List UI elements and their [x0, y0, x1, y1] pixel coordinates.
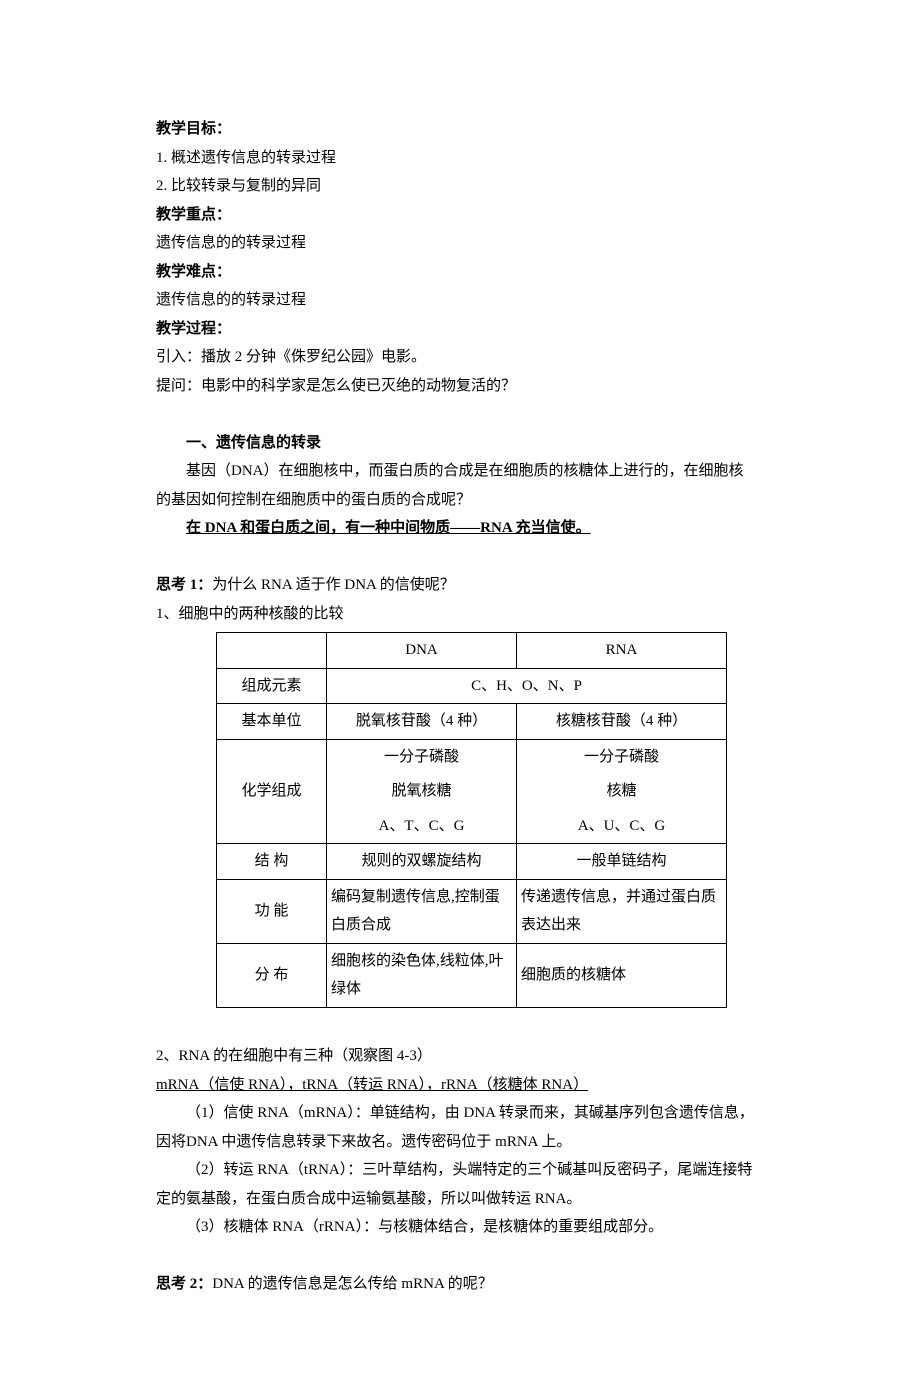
cell-chem-dna2: 脱氧核糖	[327, 774, 517, 809]
th-dna: DNA	[327, 633, 517, 669]
rna-desc-2: （2）转运 RNA（tRNA）：三叶草结构，头端特定的三个碱基叫反密码子，尾端连…	[156, 1156, 764, 1213]
row-function: 功 能 编码复制遗传信息,控制蛋白质合成 传递遗传信息，并通过蛋白质表达出来	[217, 879, 727, 943]
process-line-1: 引入：播放 2 分钟《侏罗纪公园》电影。	[156, 343, 764, 372]
process-line-2: 提问：电影中的科学家是怎么使已灭绝的动物复活的？	[156, 372, 764, 401]
cell-distribution-dna: 细胞核的染色体,线粒体,叶绿体	[327, 943, 517, 1007]
rna3-underline: mRNA（信使 RNA），tRNA（转运 RNA），rRNA（核糖体 RNA）	[156, 1071, 764, 1100]
rna3-underline-text: mRNA（信使 RNA），tRNA（转运 RNA），rRNA（核糖体 RNA）	[156, 1077, 588, 1093]
goal-2: 2. 比较转录与复制的异同	[156, 172, 764, 201]
cell-chem-dna3: A、T、C、G	[327, 809, 517, 844]
row-elements: 组成元素 C、H、O、N、P	[217, 668, 727, 704]
cell-chem-rna3: A、U、C、G	[517, 809, 727, 844]
think-2-label: 思考 2：	[156, 1276, 212, 1292]
cell-structure-rna: 一般单链结构	[517, 844, 727, 880]
cell-elements-value: C、H、O、N、P	[327, 668, 727, 704]
think-2: 思考 2：DNA 的遗传信息是怎么传给 mRNA 的呢？	[156, 1270, 764, 1299]
think-1-text: 为什么 RNA 适于作 DNA 的信使呢？	[212, 577, 455, 593]
section-1-emph-text: 在 DNA 和蛋白质之间，有一种中间物质——RNA 充当信使。	[186, 520, 591, 536]
cell-chem-rna2: 核糖	[517, 774, 727, 809]
cell-structure-label: 结 构	[217, 844, 327, 880]
cell-unit-label: 基本单位	[217, 704, 327, 740]
difficult-text: 遗传信息的的转录过程	[156, 286, 764, 315]
section-1-p1a: 基因（DNA）在细胞核中，而蛋白质的合成是在细胞质的核糖体上进行的，在细胞核	[156, 457, 764, 486]
compare-intro: 1、细胞中的两种核酸的比较	[156, 600, 764, 629]
cell-chem-label: 化学组成	[217, 739, 327, 844]
cell-distribution-rna: 细胞质的核糖体	[517, 943, 727, 1007]
table-header-row: DNA RNA	[217, 633, 727, 669]
think-2-text: DNA 的遗传信息是怎么传给 mRNA 的呢？	[212, 1276, 492, 1292]
row-unit: 基本单位 脱氧核苷酸（4 种） 核糖核苷酸（4 种）	[217, 704, 727, 740]
think-1-label: 思考 1：	[156, 577, 212, 593]
section-1-emph: 在 DNA 和蛋白质之间，有一种中间物质——RNA 充当信使。	[156, 514, 764, 543]
cell-function-dna: 编码复制遗传信息,控制蛋白质合成	[327, 879, 517, 943]
th-blank	[217, 633, 327, 669]
heading-difficult: 教学难点：	[156, 258, 764, 287]
cell-unit-rna: 核糖核苷酸（4 种）	[517, 704, 727, 740]
cell-function-rna: 传递遗传信息，并通过蛋白质表达出来	[517, 879, 727, 943]
rna3-intro: 2、RNA 的在细胞中有三种（观察图 4-3）	[156, 1042, 764, 1071]
rna-desc-1: （1）信使 RNA（mRNA）：单链结构，由 DNA 转录而来，其碱基序列包含遗…	[156, 1099, 764, 1156]
heading-key: 教学重点：	[156, 201, 764, 230]
think-1: 思考 1：为什么 RNA 适于作 DNA 的信使呢？	[156, 571, 764, 600]
heading-process: 教学过程：	[156, 315, 764, 344]
compare-table: DNA RNA 组成元素 C、H、O、N、P 基本单位 脱氧核苷酸（4 种） 核…	[216, 632, 727, 1008]
section-1-title: 一、遗传信息的转录	[156, 429, 764, 458]
section-1-p1b: 的基因如何控制在细胞质中的蛋白质的合成呢？	[156, 486, 764, 515]
cell-structure-dna: 规则的双螺旋结构	[327, 844, 517, 880]
cell-elements-label: 组成元素	[217, 668, 327, 704]
row-distribution: 分 布 细胞核的染色体,线粒体,叶绿体 细胞质的核糖体	[217, 943, 727, 1007]
cell-distribution-label: 分 布	[217, 943, 327, 1007]
th-rna: RNA	[517, 633, 727, 669]
cell-chem-rna1: 一分子磷酸	[517, 739, 727, 774]
cell-function-label: 功 能	[217, 879, 327, 943]
rna-desc-3: （3）核糖体 RNA（rRNA）：与核糖体结合，是核糖体的重要组成部分。	[156, 1213, 764, 1242]
goal-1: 1. 概述遗传信息的转录过程	[156, 144, 764, 173]
key-text: 遗传信息的的转录过程	[156, 229, 764, 258]
heading-goal: 教学目标：	[156, 115, 764, 144]
cell-unit-dna: 脱氧核苷酸（4 种）	[327, 704, 517, 740]
row-structure: 结 构 规则的双螺旋结构 一般单链结构	[217, 844, 727, 880]
cell-chem-dna1: 一分子磷酸	[327, 739, 517, 774]
row-chem-1: 化学组成 一分子磷酸 一分子磷酸	[217, 739, 727, 774]
